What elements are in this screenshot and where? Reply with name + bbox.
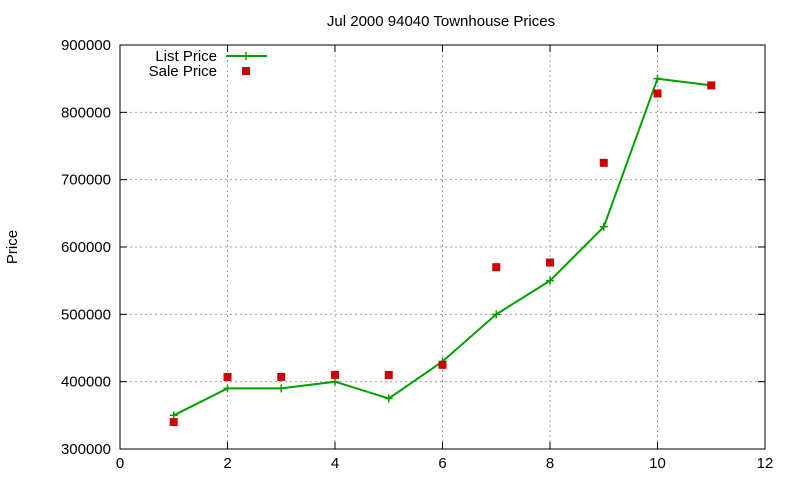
y-tick-label: 700000	[61, 172, 111, 189]
list-price-point	[653, 74, 662, 83]
list-price-point	[331, 377, 339, 386]
sale-price-point	[384, 370, 393, 379]
x-tick-label: 6	[438, 455, 446, 472]
chart-title: Jul 2000 94040 Townhouse Prices	[327, 13, 555, 30]
sale-price-point	[169, 418, 178, 427]
plot-data	[169, 74, 716, 427]
list-price-point	[384, 394, 393, 403]
y-tick-label: 800000	[61, 104, 111, 121]
list-price-point	[599, 222, 608, 231]
x-tick-label: 0	[116, 455, 124, 472]
sale-price-point	[653, 89, 662, 98]
sale-price-point	[331, 370, 339, 379]
grid-lines	[120, 45, 765, 449]
sale-price-point	[546, 258, 554, 267]
x-tick-label: 12	[757, 455, 774, 472]
list-price-point	[223, 384, 232, 393]
legend-plus-marker	[242, 52, 250, 60]
legend-label: Sale Price	[149, 63, 217, 80]
legend-square-marker	[242, 67, 250, 75]
list-price-point	[277, 384, 286, 393]
y-tick-label: 900000	[61, 37, 111, 54]
list-price-point	[546, 276, 554, 285]
x-tick-label: 10	[649, 455, 666, 472]
sale-price-point	[599, 158, 608, 167]
x-tick-label: 8	[546, 455, 554, 472]
axis-ticks: 300000 400000 500000 600000 700000 800000 9000…	[61, 37, 773, 472]
x-tick-label: 2	[223, 455, 231, 472]
sale-price-point	[277, 372, 286, 381]
list-price-point	[169, 411, 178, 420]
sale-price-point	[438, 360, 447, 369]
y-tick-label: 500000	[61, 306, 111, 323]
sale-price-point	[707, 81, 716, 90]
legend-label: List Price	[155, 48, 217, 65]
list-price-point	[492, 310, 501, 319]
y-tick-label: 300000	[61, 441, 111, 458]
sale-price-point	[492, 263, 501, 272]
y-axis-label: Price	[4, 230, 21, 264]
x-tick-label: 4	[331, 455, 339, 472]
y-tick-label: 600000	[61, 239, 111, 256]
y-tick-label: 400000	[61, 374, 111, 391]
sale-price-point	[223, 372, 232, 381]
